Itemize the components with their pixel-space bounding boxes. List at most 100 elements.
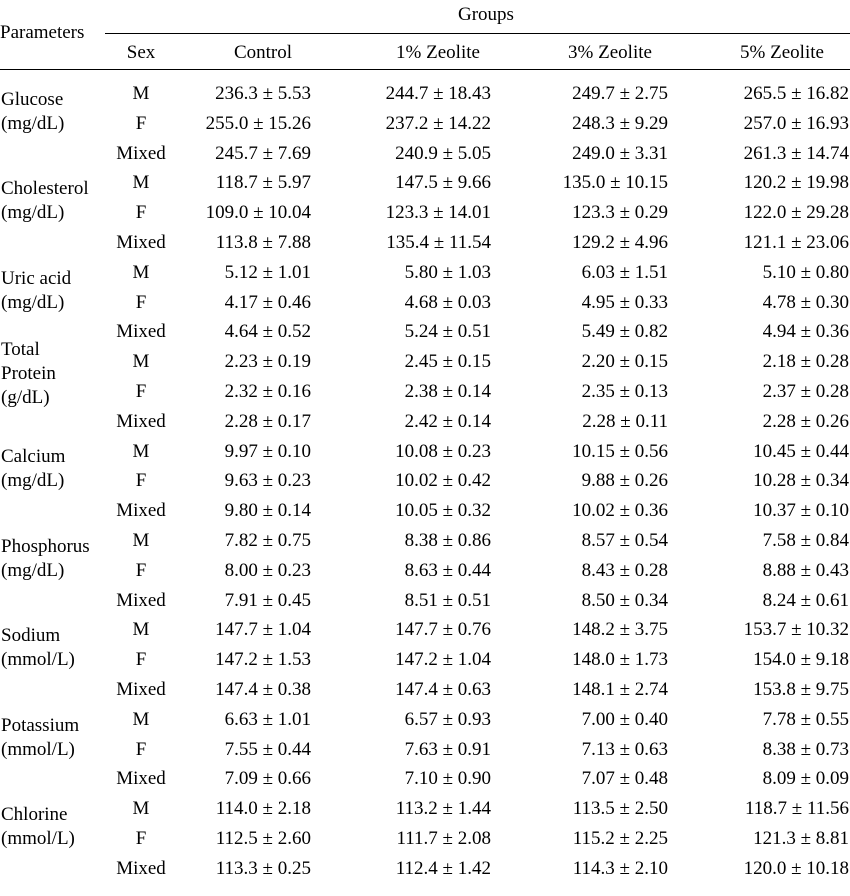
value-cell: 4.17 ± 0.46 <box>224 291 311 313</box>
column-header-zeolite-1: 1% Zeolite <box>396 42 480 63</box>
sex-cell: M <box>132 172 150 194</box>
parameter-label: Phosphorus <box>1 535 90 557</box>
parameter-label: Total <box>1 339 40 360</box>
value-cell: 8.88 ± 0.43 <box>762 559 849 581</box>
sex-cell: Mixed <box>116 410 166 432</box>
sex-cell: M <box>132 530 150 551</box>
value-cell: 9.80 ± 0.14 <box>224 500 311 522</box>
sex-cell: F <box>135 381 147 402</box>
value-cell: 255.0 ± 15.26 <box>205 112 311 134</box>
value-cell: 10.37 ± 0.10 <box>753 500 849 522</box>
value-cell: 2.18 ± 0.28 <box>762 351 849 373</box>
parameter-label: Cholesterol <box>1 178 89 200</box>
value-cell: 10.02 ± 0.36 <box>572 500 668 522</box>
value-cell: 114.0 ± 2.18 <box>215 798 311 820</box>
value-cell: 4.68 ± 0.03 <box>404 291 491 313</box>
parameter-label: Sodium <box>1 625 61 647</box>
value-cell: 153.8 ± 9.75 <box>753 679 849 700</box>
column-header-zeolite-5: 5% Zeolite <box>740 42 824 63</box>
value-cell: 10.45 ± 0.44 <box>753 440 849 462</box>
value-cell: 4.64 ± 0.52 <box>224 321 311 343</box>
value-cell: 8.00 ± 0.23 <box>224 559 311 581</box>
value-cell: 148.2 ± 3.75 <box>572 619 668 641</box>
value-cell: 2.28 ± 0.17 <box>224 410 311 432</box>
value-cell: 10.15 ± 0.56 <box>572 440 668 462</box>
parameter-label: Protein <box>1 363 56 384</box>
value-cell: 109.0 ± 10.04 <box>205 202 311 224</box>
value-cell: 120.0 ± 10.18 <box>743 857 849 879</box>
value-cell: 121.3 ± 8.81 <box>753 828 849 849</box>
value-cell: 154.0 ± 9.18 <box>753 649 849 671</box>
value-cell: 240.9 ± 5.05 <box>395 142 491 164</box>
sex-cell: F <box>135 738 147 760</box>
value-cell: 148.0 ± 1.73 <box>572 649 668 671</box>
value-cell: 153.7 ± 10.32 <box>743 619 849 641</box>
parameter-label: Uric acid <box>1 267 72 289</box>
value-cell: 8.63 ± 0.44 <box>404 559 491 581</box>
value-cell: 6.63 ± 1.01 <box>224 708 311 730</box>
value-cell: 236.3 ± 5.53 <box>215 83 311 104</box>
parameter-label: (mmol/L) <box>1 738 75 760</box>
sex-cell: Mixed <box>116 589 166 611</box>
value-cell: 9.88 ± 0.26 <box>581 470 668 492</box>
value-cell: 6.03 ± 1.51 <box>581 261 668 283</box>
value-cell: 4.94 ± 0.36 <box>762 321 849 343</box>
value-cell: 248.3 ± 9.29 <box>572 112 668 134</box>
sex-cell: F <box>135 202 147 224</box>
value-cell: 7.91 ± 0.45 <box>224 589 311 611</box>
value-cell: 244.7 ± 18.43 <box>385 83 491 104</box>
parameter-label: Glucose <box>1 88 64 110</box>
value-cell: 5.49 ± 0.82 <box>581 321 668 343</box>
value-cell: 147.7 ± 0.76 <box>395 619 491 641</box>
sex-cell: Mixed <box>116 321 166 343</box>
header-top-rule <box>105 33 850 34</box>
value-cell: 7.13 ± 0.63 <box>581 738 668 760</box>
value-cell: 249.0 ± 3.31 <box>572 142 668 164</box>
value-cell: 8.51 ± 0.51 <box>404 589 491 611</box>
parameter-label: (mg/dL) <box>1 291 65 313</box>
value-cell: 113.3 ± 0.25 <box>215 857 311 879</box>
value-cell: 114.3 ± 2.10 <box>572 857 668 879</box>
value-cell: 8.09 ± 0.09 <box>762 768 849 790</box>
groups-header: Groups <box>458 4 514 25</box>
value-cell: 2.42 ± 0.14 <box>404 410 491 432</box>
sex-cell: M <box>132 440 150 462</box>
value-cell: 2.38 ± 0.14 <box>404 381 491 402</box>
value-cell: 249.7 ± 2.75 <box>572 83 668 104</box>
parameter-label: (mg/dL) <box>1 559 65 581</box>
value-cell: 2.23 ± 0.19 <box>224 351 311 373</box>
value-cell: 113.2 ± 1.44 <box>395 798 491 820</box>
sex-cell: F <box>135 559 147 581</box>
sex-cell: M <box>132 708 150 730</box>
header-bottom-rule <box>0 69 850 70</box>
value-cell: 245.7 ± 7.69 <box>215 142 311 164</box>
sex-cell: M <box>132 798 150 820</box>
sex-cell: Mixed <box>116 679 166 700</box>
value-cell: 2.28 ± 0.11 <box>582 410 668 432</box>
value-cell: 7.07 ± 0.48 <box>581 768 668 790</box>
value-cell: 261.3 ± 14.74 <box>743 142 849 164</box>
sex-cell: Mixed <box>116 857 166 879</box>
value-cell: 135.4 ± 11.54 <box>386 232 491 253</box>
value-cell: 147.7 ± 1.04 <box>215 619 311 641</box>
value-cell: 10.08 ± 0.23 <box>395 440 491 462</box>
parameter-label: (mmol/L) <box>1 828 75 849</box>
sex-cell: M <box>132 351 150 373</box>
value-cell: 147.5 ± 9.66 <box>395 172 491 194</box>
value-cell: 5.80 ± 1.03 <box>404 261 491 283</box>
value-cell: 2.35 ± 0.13 <box>581 381 668 402</box>
value-cell: 265.5 ± 16.82 <box>743 83 849 104</box>
value-cell: 10.28 ± 0.34 <box>753 470 849 492</box>
value-cell: 148.1 ± 2.74 <box>572 679 668 700</box>
value-cell: 7.58 ± 0.84 <box>762 530 849 551</box>
parameter-label: (mg/dL) <box>1 470 65 492</box>
value-cell: 8.38 ± 0.73 <box>762 738 849 760</box>
value-cell: 5.10 ± 0.80 <box>762 261 849 283</box>
value-cell: 123.3 ± 14.01 <box>385 202 491 224</box>
value-cell: 10.05 ± 0.32 <box>395 500 491 522</box>
sex-cell: F <box>135 291 147 313</box>
parameter-label: (g/dL) <box>1 387 50 408</box>
parameter-label: Chlorine <box>1 804 68 825</box>
sex-cell: F <box>135 470 147 492</box>
value-cell: 6.57 ± 0.93 <box>404 708 491 730</box>
